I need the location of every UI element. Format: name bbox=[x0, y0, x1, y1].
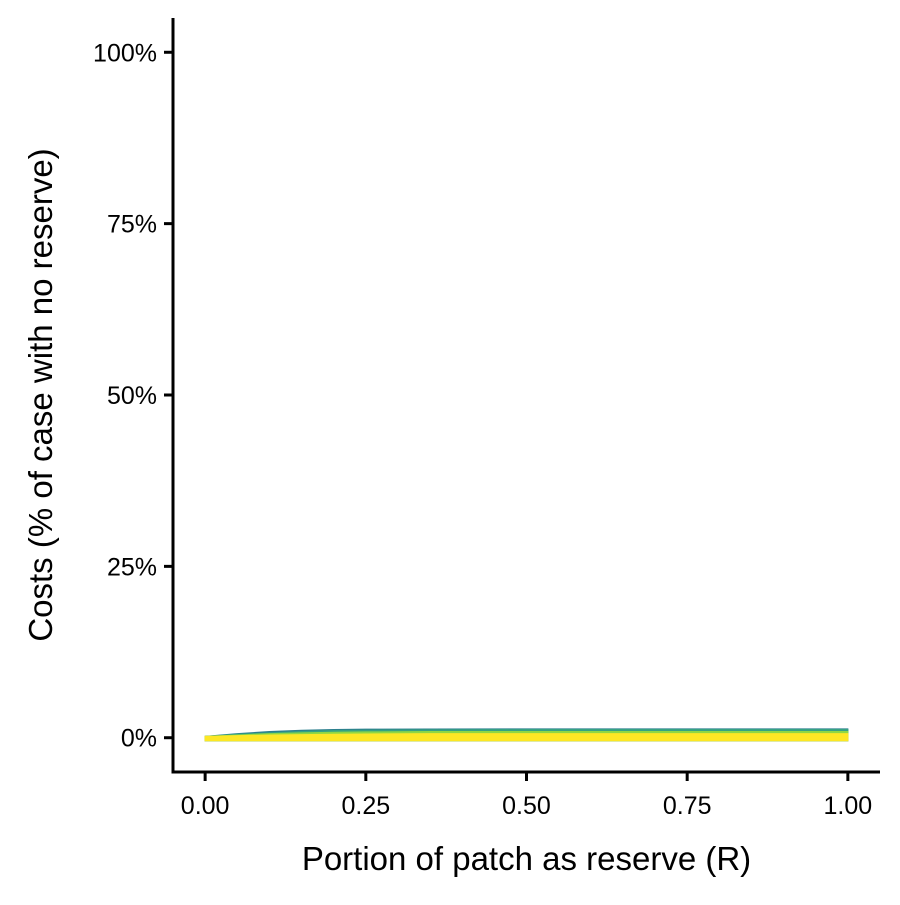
y-tick-label: 50% bbox=[107, 382, 157, 410]
y-tick-label: 75% bbox=[107, 211, 157, 239]
y-axis-ticks: 0% 25% 50% 75% 100% bbox=[93, 39, 173, 753]
x-tick-label: 0.00 bbox=[181, 792, 230, 820]
y-tick-label: 25% bbox=[107, 553, 157, 581]
x-tick-label: 0.25 bbox=[341, 792, 390, 820]
x-axis-title: Portion of patch as reserve (R) bbox=[302, 840, 751, 877]
y-tick-label: 100% bbox=[93, 39, 157, 67]
x-tick-label: 0.50 bbox=[502, 792, 551, 820]
x-tick-label: 0.75 bbox=[663, 792, 712, 820]
series-area-4 bbox=[204, 733, 849, 742]
y-axis-title: Costs (% of case with no reserve) bbox=[22, 148, 59, 641]
x-tick-label: 1.00 bbox=[824, 792, 873, 820]
x-axis-ticks: 0.00 0.25 0.50 0.75 1.00 bbox=[181, 772, 872, 820]
y-tick-label: 0% bbox=[121, 725, 157, 753]
series-layer bbox=[204, 728, 849, 742]
